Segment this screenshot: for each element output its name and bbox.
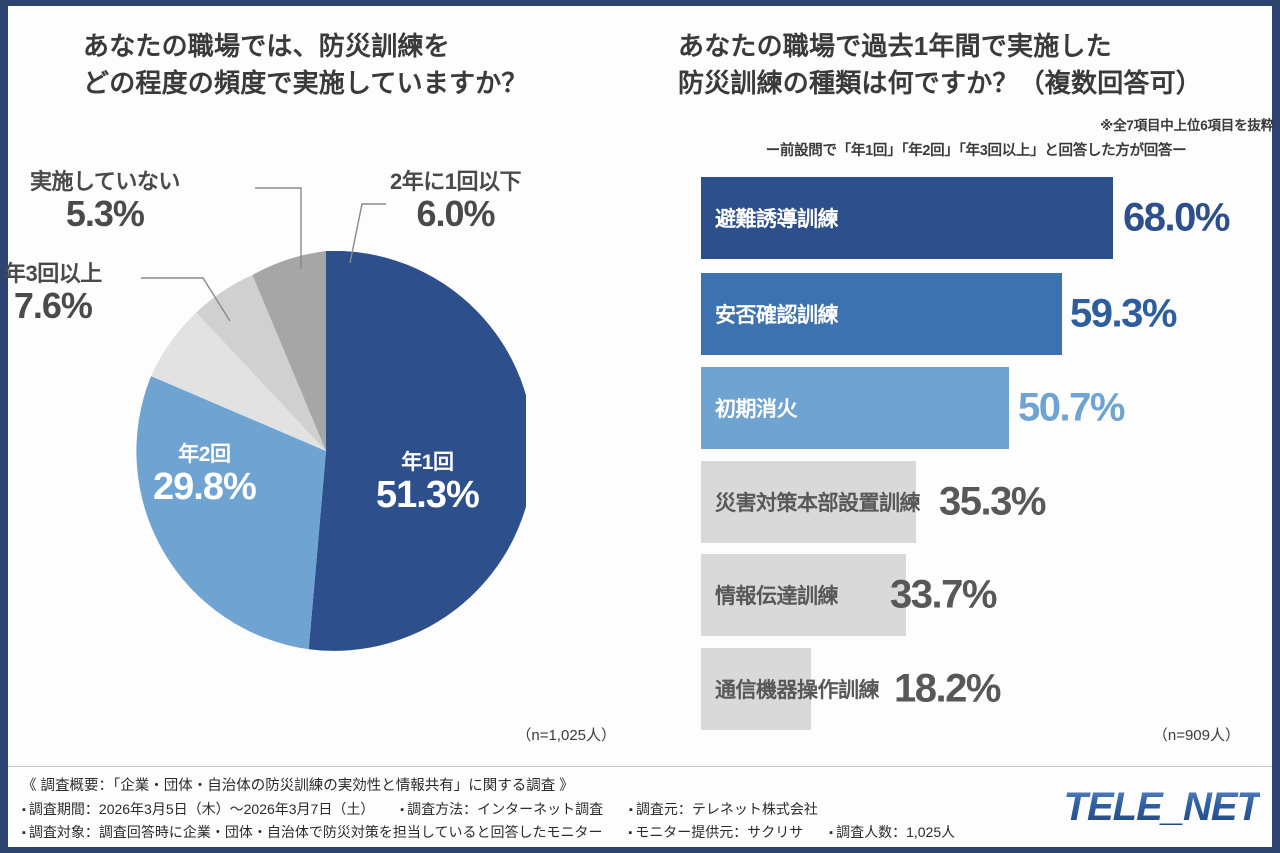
bar-value-5: 33.7%: [890, 572, 997, 617]
pie-label-value: 29.8%: [153, 466, 257, 509]
footer-provider: モニター提供元：サクリサ: [628, 821, 803, 844]
pie-label-nen3kai-ijo: 年3回以上 7.6%: [4, 262, 102, 325]
left-question-title: あなたの職場では、防災訓練を どの程度の頻度で実施していますか？: [83, 28, 623, 102]
pie-label-name: 2年に1回以下: [390, 169, 521, 194]
footer-summary: 《 調査概要：「企業・団体・自治体の防災訓練の実効性と情報共有」に関する調査 》: [22, 778, 574, 794]
bar-fill-4: [701, 461, 916, 543]
bar-value-1: 68.0%: [1123, 195, 1230, 240]
left-question-line1: あなたの職場では、防災訓練を: [83, 31, 450, 61]
bar-category-4: 災害対策本部設置訓練: [715, 492, 921, 515]
right-question-line2: 防災訓練の種類は何ですか？（複数回答可）: [678, 67, 1203, 98]
footer-method: 調査方法：インターネット調査: [400, 798, 603, 821]
right-panel: あなたの職場で過去1年間で実施した 防災訓練の種類は何ですか？（複数回答可） ※…: [640, 6, 1274, 766]
pie-label-name: 年3回以上: [4, 261, 102, 286]
bar-category-2: 安否確認訓練: [715, 304, 839, 327]
pie-label-2nen-1kai-ika: 2年に1回以下 6.0%: [390, 170, 521, 233]
footer-target: 調査対象：調査回答時に企業・団体・自治体で防災対策を担当していると回答したモニタ…: [22, 821, 603, 844]
footer-period: 調査期間：2026年3月5日（木）〜2026年3月7日（土）: [22, 798, 374, 821]
pie-label-nen1kai: 年1回 51.3%: [376, 451, 480, 517]
pie-label-name: 年2回: [178, 443, 231, 466]
pie-label-value: 7.6%: [13, 285, 93, 327]
pie-label-jisshi-shiteinai: 実施していない 5.3%: [30, 170, 180, 233]
pie-label-name: 実施していない: [30, 169, 180, 194]
footer-count: 調査人数：1,025人: [829, 821, 955, 844]
bar-fill-5: [701, 554, 906, 636]
right-note-condition: ー前設問で「年1回」「年2回」「年3回以上」と回答した方が回答ー: [765, 143, 1187, 159]
pie-label-value: 5.3%: [65, 193, 145, 235]
footer-text: 《 調査概要：「企業・団体・自治体の防災訓練の実効性と情報共有」に関する調査 》…: [22, 775, 1022, 844]
bar-category-5: 情報伝達訓練: [715, 585, 839, 608]
pie-label-value: 51.3%: [376, 474, 480, 517]
bar-value-4: 35.3%: [939, 479, 1046, 524]
bar-value-6: 18.2%: [894, 666, 1001, 711]
bar-fill-6: [701, 648, 811, 730]
right-note-excerpt: ※全7項目中上位6項目を抜粋: [1100, 118, 1274, 133]
bar-fill-2: [701, 273, 1062, 355]
right-sample-size: （n=909人）: [1152, 727, 1240, 744]
footer: 《 調査概要：「企業・団体・自治体の防災訓練の実効性と情報共有」に関する調査 》…: [8, 766, 1272, 847]
footer-source: 調査元：テレネット株式会社: [629, 798, 818, 821]
left-sample-size: （n=1,025人）: [516, 727, 616, 744]
page-canvas: あなたの職場では、防災訓練を どの程度の頻度で実施していますか？: [4, 6, 1274, 847]
footer-line-2: 調査期間：2026年3月5日（木）〜2026年3月7日（土） 調査方法：インター…: [22, 798, 1022, 821]
bar-fill-1: [701, 177, 1113, 259]
pie-slice-nen3kai-ijo: [151, 312, 326, 451]
bar-category-6: 通信機器操作訓練: [715, 679, 880, 702]
bar-fill-3: [701, 367, 1009, 449]
left-panel: あなたの職場では、防災訓練を どの程度の頻度で実施していますか？: [4, 6, 640, 766]
pie-slice-2nen-1kai-ika: [252, 251, 326, 451]
right-question-title: あなたの職場で過去1年間で実施した 防災訓練の種類は何ですか？（複数回答可）: [678, 28, 1274, 102]
bar-value-3: 50.7%: [1018, 385, 1125, 430]
pie-label-name: 年1回: [401, 451, 454, 474]
pie-chart-area: 実施していない 5.3% 年3回以上 7.6% 2年に1回以下 6.0% 年2回…: [4, 156, 640, 736]
footer-line-3: 調査対象：調査回答時に企業・団体・自治体で防災対策を担当していると回答したモニタ…: [22, 821, 1022, 844]
pie-slice-nen2kai: [136, 376, 326, 650]
bar-value-2: 59.3%: [1070, 291, 1177, 336]
pie-slice-nen1kai: [308, 251, 526, 651]
bar-category-1: 避難誘導訓練: [715, 208, 839, 231]
pie-label-value: 6.0%: [416, 193, 495, 235]
right-question-line1: あなたの職場で過去1年間で実施した: [678, 31, 1112, 61]
left-question-line2: どの程度の頻度で実施していますか？: [83, 67, 528, 98]
bar-category-3: 初期消火: [715, 398, 798, 421]
bar-chart: 避難誘導訓練 68.0% 安否確認訓練 59.3% 初期消火 50.7% 災害対…: [640, 166, 1272, 730]
telenet-logo: TELE_NET: [1063, 785, 1261, 829]
pie-label-nen2kai: 年2回 29.8%: [153, 443, 257, 509]
